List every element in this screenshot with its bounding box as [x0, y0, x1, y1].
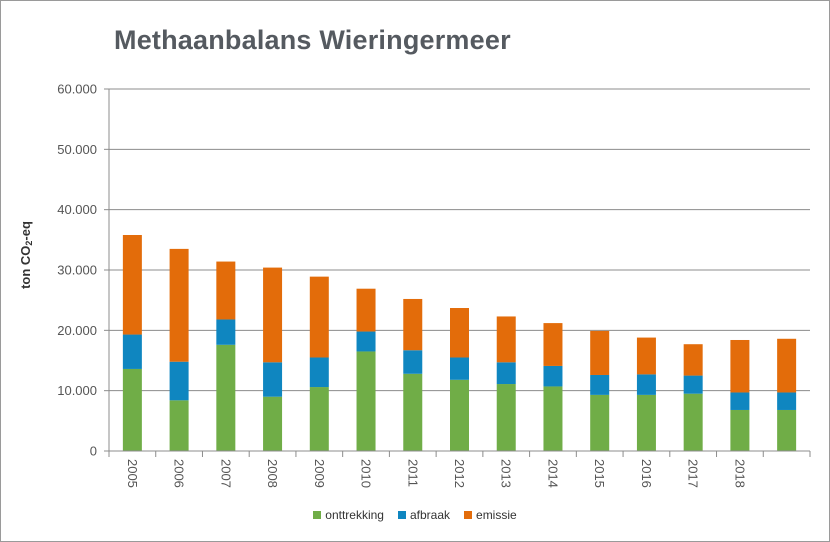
bar-segment-afbraak — [683, 375, 703, 394]
x-tick-label: 2010 — [359, 459, 374, 488]
bar-segment-onttrekking — [403, 373, 423, 451]
bar-segment-onttrekking — [122, 368, 142, 451]
bar-segment-afbraak — [543, 365, 563, 387]
bar-segment-afbraak — [403, 350, 423, 374]
x-tick-label: 2014 — [545, 459, 560, 488]
legend-label: emissie — [476, 508, 517, 522]
legend-swatch — [397, 511, 406, 519]
x-tick-label: 2009 — [312, 459, 327, 488]
legend-item-afbraak: afbraak — [397, 508, 451, 522]
x-tick-label: 2006 — [172, 459, 187, 488]
y-tick-label: 10.000 — [57, 383, 97, 398]
bar-segment-emissie — [590, 330, 610, 375]
bar-segment-afbraak — [450, 357, 469, 380]
bar-segment-emissie — [777, 338, 797, 393]
y-tick-label: 60.000 — [57, 82, 97, 97]
x-tick-label: 2005 — [125, 459, 140, 488]
x-tick-label: 2012 — [452, 459, 467, 488]
bar-segment-afbraak — [636, 374, 656, 395]
bar-segment-afbraak — [309, 357, 329, 388]
legend-swatch — [464, 511, 473, 519]
bar-segment-afbraak — [169, 361, 189, 401]
bar-segment-emissie — [636, 337, 656, 375]
bar-segment-onttrekking — [356, 351, 376, 451]
legend-item-emissie: emissie — [464, 508, 517, 522]
x-tick-label: 2007 — [218, 459, 233, 488]
bar-segment-afbraak — [263, 362, 283, 397]
bar-segment-onttrekking — [263, 396, 283, 451]
x-tick-label: 2011 — [405, 459, 420, 487]
x-tick-label: 2017 — [686, 459, 701, 488]
bar-segment-afbraak — [777, 392, 797, 410]
legend-label: afbraak — [409, 508, 451, 522]
bar-segment-emissie — [683, 344, 703, 376]
bar-segment-emissie — [356, 288, 376, 332]
bar-segment-onttrekking — [683, 393, 703, 451]
bar-segment-onttrekking — [450, 379, 469, 451]
bar-segment-onttrekking — [730, 409, 750, 451]
y-tick-label: 50.000 — [57, 142, 97, 157]
bar-segment-emissie — [309, 276, 329, 358]
chart-legend: onttrekking afbraak emissie — [0, 508, 830, 522]
bar-segment-onttrekking — [169, 400, 189, 451]
bar-segment-onttrekking — [496, 384, 516, 451]
bar-segment-onttrekking — [309, 387, 329, 451]
legend-label: onttrekking — [325, 508, 384, 522]
legend-item-onttrekking: onttrekking — [313, 508, 384, 522]
chart-title: Methaanbalans Wieringermeer — [114, 25, 511, 55]
bar-segment-onttrekking — [216, 344, 236, 451]
bar-segment-emissie — [450, 308, 469, 358]
x-tick-label: 2008 — [265, 459, 280, 488]
x-tick-label: 2016 — [639, 459, 654, 488]
bar-segment-afbraak — [216, 319, 236, 345]
bar-segment-onttrekking — [777, 409, 797, 451]
x-tick-label: 2018 — [732, 459, 747, 488]
bar-segment-afbraak — [496, 362, 516, 385]
y-tick-label: 40.000 — [57, 202, 97, 217]
bar-segment-emissie — [122, 235, 142, 335]
bar-segment-emissie — [403, 298, 423, 351]
bar-segment-afbraak — [122, 334, 142, 369]
bar-segment-afbraak — [356, 331, 376, 352]
bar-segment-onttrekking — [590, 394, 610, 451]
bar-segment-emissie — [730, 339, 750, 393]
bar-segment-emissie — [216, 261, 236, 320]
x-tick-label: 2013 — [499, 459, 514, 488]
bar-segment-emissie — [496, 316, 516, 363]
bar-segment-emissie — [263, 267, 283, 363]
x-tick-label: 2015 — [592, 459, 607, 488]
bar-segment-afbraak — [730, 392, 750, 410]
bar-segment-onttrekking — [543, 386, 563, 451]
y-tick-label: 30.000 — [57, 263, 97, 278]
legend-swatch — [313, 511, 322, 519]
bar-segment-onttrekking — [636, 394, 656, 451]
y-tick-label: 20.000 — [57, 323, 97, 338]
bar-segment-emissie — [543, 323, 563, 366]
bar-segment-emissie — [169, 248, 189, 362]
bar-segment-afbraak — [590, 374, 610, 395]
y-tick-label: 0 — [90, 444, 97, 459]
